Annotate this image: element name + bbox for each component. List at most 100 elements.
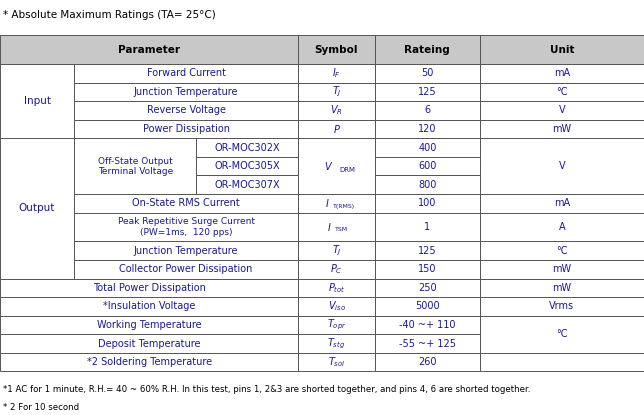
Text: *1 AC for 1 minute, R.H.= 40 ~ 60% R.H. In this test, pins 1, 2&3 are shorted to: *1 AC for 1 minute, R.H.= 40 ~ 60% R.H. … <box>3 385 531 394</box>
Text: Parameter: Parameter <box>118 45 180 55</box>
Text: $P$: $P$ <box>332 123 341 135</box>
Text: V: V <box>558 105 565 115</box>
Bar <box>298 194 375 212</box>
Text: 260: 260 <box>418 357 437 367</box>
Text: * Absolute Maximum Ratings (TA= 25°C): * Absolute Maximum Ratings (TA= 25°C) <box>3 10 216 20</box>
Text: $V_{iso}$: $V_{iso}$ <box>328 300 345 313</box>
Bar <box>196 138 298 157</box>
Bar <box>480 242 644 260</box>
Bar <box>298 242 375 260</box>
Bar <box>375 83 480 101</box>
Text: *2 Soldering Temperature: *2 Soldering Temperature <box>86 357 212 367</box>
Text: Power Dissipation: Power Dissipation <box>142 124 230 134</box>
Text: *Insulation Voltage: *Insulation Voltage <box>103 301 195 311</box>
Text: $T_{stg}$: $T_{stg}$ <box>327 337 346 351</box>
Bar <box>298 212 375 242</box>
Bar <box>74 242 298 260</box>
Text: 600: 600 <box>418 161 437 171</box>
Bar <box>375 101 480 120</box>
Bar <box>375 194 480 212</box>
Text: -40 ~+ 110: -40 ~+ 110 <box>399 320 455 330</box>
Text: 1: 1 <box>424 222 430 232</box>
Text: 800: 800 <box>418 180 437 190</box>
Text: Input: Input <box>24 96 50 106</box>
Bar <box>74 138 196 194</box>
Text: $I$: $I$ <box>325 198 330 209</box>
Bar <box>480 64 644 83</box>
Bar <box>375 242 480 260</box>
Text: 150: 150 <box>418 264 437 274</box>
Bar <box>74 260 298 278</box>
Bar <box>0 35 298 64</box>
Bar <box>74 83 298 101</box>
Bar <box>480 316 644 353</box>
Text: Output: Output <box>19 203 55 213</box>
Bar <box>375 212 480 242</box>
Bar <box>480 83 644 101</box>
Text: $P_C$: $P_C$ <box>330 262 343 276</box>
Text: DRM: DRM <box>340 166 355 173</box>
Bar <box>74 101 298 120</box>
Bar <box>375 138 480 157</box>
Text: -55 ~+ 125: -55 ~+ 125 <box>399 339 456 349</box>
Bar <box>0 138 74 278</box>
Text: Junction Temperature: Junction Temperature <box>134 246 238 256</box>
Text: * 2 For 10 second: * 2 For 10 second <box>3 403 79 412</box>
Bar <box>298 334 375 353</box>
Bar <box>375 260 480 278</box>
Bar <box>298 278 375 297</box>
Text: $P_{tot}$: $P_{tot}$ <box>328 281 345 295</box>
Text: $T_{sol}$: $T_{sol}$ <box>328 355 345 369</box>
Bar <box>375 278 480 297</box>
Bar <box>375 353 480 371</box>
Text: 100: 100 <box>418 198 437 208</box>
Bar <box>0 353 298 371</box>
Bar <box>375 120 480 138</box>
Text: °C: °C <box>556 246 567 256</box>
Bar <box>298 297 375 316</box>
Text: 6: 6 <box>424 105 430 115</box>
Bar <box>480 278 644 297</box>
Text: 125: 125 <box>418 246 437 256</box>
Text: Symbol: Symbol <box>315 45 358 55</box>
Bar <box>196 157 298 176</box>
Bar <box>74 120 298 138</box>
Bar <box>0 278 298 297</box>
Text: Unit: Unit <box>549 45 574 55</box>
Bar <box>298 35 375 64</box>
Text: Vrms: Vrms <box>549 301 574 311</box>
Bar <box>74 212 298 242</box>
Text: mA: mA <box>554 68 570 78</box>
Text: T(RMS): T(RMS) <box>334 204 355 209</box>
Bar <box>0 64 74 138</box>
Bar <box>480 212 644 242</box>
Text: $V$: $V$ <box>324 160 334 172</box>
Text: 125: 125 <box>418 87 437 97</box>
Bar <box>480 138 644 194</box>
Text: OR-MOC307X: OR-MOC307X <box>214 180 280 190</box>
Bar <box>375 334 480 353</box>
Bar <box>298 120 375 138</box>
Bar <box>375 35 480 64</box>
Text: Peak Repetitive Surge Current
(PW=1ms,  120 pps): Peak Repetitive Surge Current (PW=1ms, 1… <box>118 217 254 237</box>
Text: 400: 400 <box>418 143 437 153</box>
Text: Junction Temperature: Junction Temperature <box>134 87 238 97</box>
Text: mA: mA <box>554 198 570 208</box>
Text: mW: mW <box>553 264 571 274</box>
Text: °C: °C <box>556 329 567 339</box>
Text: Reverse Voltage: Reverse Voltage <box>147 105 225 115</box>
Text: $T_{opr}$: $T_{opr}$ <box>327 318 346 332</box>
Bar <box>298 83 375 101</box>
Text: OR-MOC302X: OR-MOC302X <box>214 143 280 153</box>
Bar <box>480 297 644 316</box>
Text: °C: °C <box>556 87 567 97</box>
Bar <box>480 120 644 138</box>
Bar <box>196 176 298 194</box>
Text: 250: 250 <box>418 283 437 293</box>
Text: $I_F$: $I_F$ <box>332 66 341 80</box>
Bar <box>480 194 644 212</box>
Bar <box>480 35 644 64</box>
Text: 120: 120 <box>418 124 437 134</box>
Bar <box>480 101 644 120</box>
Bar <box>74 64 298 83</box>
